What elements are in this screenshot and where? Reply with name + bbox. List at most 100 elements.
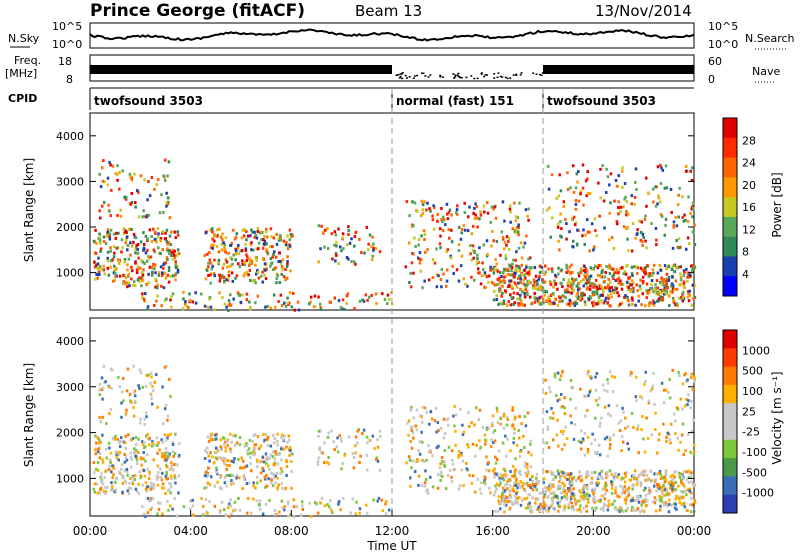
range-cell — [93, 265, 97, 269]
range-cell — [342, 247, 345, 251]
range-cell — [550, 173, 554, 177]
range-cell — [275, 232, 278, 236]
range-cell — [667, 390, 670, 394]
range-cell — [563, 406, 566, 410]
range-cell — [693, 379, 696, 383]
range-cell — [155, 299, 158, 303]
range-cell — [409, 408, 413, 412]
colorbar-tick: 25 — [742, 405, 756, 418]
range-cell — [640, 508, 644, 512]
range-cell — [162, 263, 165, 267]
range-cell — [689, 406, 692, 410]
range-cell — [623, 498, 627, 502]
nsky-tick-top: 10^5 — [52, 20, 82, 33]
range-cell — [184, 300, 187, 304]
range-cell — [527, 273, 531, 277]
range-cell — [254, 256, 258, 260]
range-cell — [594, 499, 597, 503]
range-cell — [102, 200, 106, 204]
range-cell — [476, 271, 480, 275]
range-cell — [339, 305, 343, 309]
range-cell — [174, 236, 178, 240]
range-cell — [543, 289, 546, 293]
range-cell — [299, 513, 303, 517]
range-cell — [343, 307, 346, 311]
range-cell — [166, 196, 170, 200]
freq-dot — [452, 73, 455, 75]
range-cell — [331, 511, 334, 515]
range-cell — [225, 305, 228, 309]
y-tick-label: 4000 — [56, 335, 84, 348]
range-cell — [692, 296, 695, 300]
range-cell — [575, 284, 579, 288]
range-cell — [590, 481, 593, 485]
range-cell — [686, 275, 689, 279]
range-cell — [536, 497, 540, 501]
colorbar-swatch — [723, 236, 737, 257]
range-cell — [411, 200, 414, 204]
range-cell — [508, 263, 511, 267]
range-cell — [634, 395, 638, 399]
range-cell — [635, 188, 638, 192]
range-cell — [174, 263, 177, 267]
range-cell — [94, 228, 97, 232]
range-cell — [522, 434, 525, 438]
range-cell — [632, 473, 635, 477]
range-cell — [595, 289, 599, 293]
range-cell — [586, 273, 589, 277]
range-cell — [244, 242, 247, 246]
freq-dot — [515, 73, 518, 76]
range-cell — [520, 303, 523, 307]
range-cell — [493, 493, 496, 497]
range-cell — [203, 253, 207, 257]
range-cell — [253, 230, 256, 234]
range-cell — [466, 215, 470, 219]
range-cell — [426, 491, 430, 495]
range-cell — [549, 470, 553, 474]
range-cell — [457, 487, 461, 491]
range-cell — [313, 305, 317, 309]
range-cell — [281, 506, 284, 510]
range-cell — [460, 254, 464, 258]
range-cell — [687, 469, 691, 473]
range-cell — [281, 486, 284, 490]
colorbar-swatch — [723, 458, 737, 477]
range-cell — [165, 297, 168, 301]
range-cell — [521, 484, 524, 488]
range-cell — [626, 425, 630, 429]
range-cell — [639, 484, 643, 488]
range-cell — [161, 271, 164, 275]
range-cell — [256, 435, 260, 439]
range-cell — [137, 451, 140, 455]
range-cell — [366, 298, 369, 302]
range-cell — [556, 418, 559, 422]
range-cell — [534, 274, 538, 278]
range-cell — [236, 291, 240, 295]
range-cell — [675, 507, 678, 511]
range-cell — [428, 448, 432, 452]
range-cell — [688, 487, 691, 491]
range-cell — [574, 207, 578, 211]
range-cell — [237, 244, 240, 248]
range-cell — [672, 298, 675, 302]
range-cell — [503, 489, 507, 493]
range-cell — [647, 274, 651, 278]
range-cell — [490, 205, 494, 209]
range-cell — [160, 231, 164, 235]
range-cell — [454, 443, 457, 447]
range-cell — [612, 273, 615, 277]
range-cell — [630, 194, 634, 198]
range-cell — [285, 445, 288, 449]
range-cell — [420, 258, 423, 262]
range-cell — [341, 462, 344, 466]
range-cell — [473, 216, 477, 220]
range-cell — [156, 443, 159, 447]
range-cell — [607, 412, 610, 416]
range-cell — [461, 423, 464, 427]
range-cell — [599, 263, 603, 267]
range-cell — [323, 504, 327, 508]
range-cell — [573, 303, 577, 307]
range-cell — [264, 485, 267, 489]
range-cell — [635, 265, 638, 269]
range-cell — [566, 187, 570, 191]
